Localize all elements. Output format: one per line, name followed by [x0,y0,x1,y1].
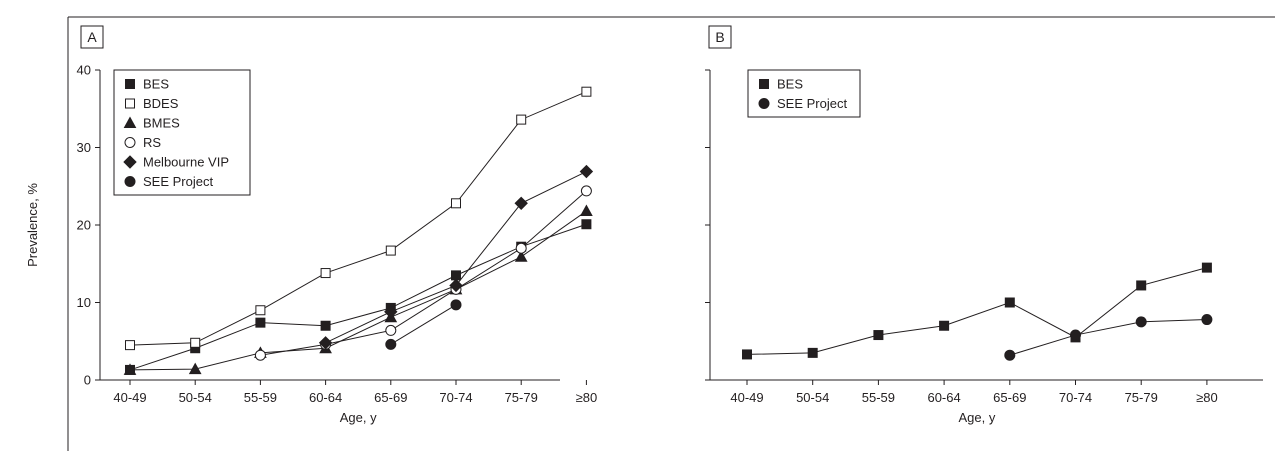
series-line [325,171,587,344]
legend-marker [123,116,137,128]
data-point [1070,329,1081,341]
data-point [385,245,396,256]
series-line [129,91,587,346]
x-axis-label: Age, y [340,410,377,425]
x-tick-label: 60-64 [309,390,342,405]
data-point [581,219,592,230]
panel-label-box [80,25,104,49]
x-tick-label: ≥80 [1196,390,1218,405]
data-point [1135,316,1147,328]
legend-marker [758,98,770,109]
data-point [742,349,752,360]
x-tick-label: 40-49 [730,390,763,405]
data-point [123,363,137,375]
series-line [390,304,457,345]
legend-entry: SEE Project [143,174,213,189]
data-point [939,320,950,331]
y-tick-label: 10 [77,295,91,310]
legend-marker [125,79,135,89]
legend-entry: BES [143,77,169,92]
data-point [449,278,463,293]
legend-entry: BES [777,77,803,92]
y-tick-label: 40 [77,63,91,78]
chart-panel-b: B 40-49 50-54 55-59 60-64 65-69 70-74 75-79 ≥80 A… [705,25,1263,425]
series-line [1009,319,1207,356]
data-point [320,320,331,331]
data-point [1201,314,1213,326]
data-point [385,338,397,350]
data-point [873,330,884,341]
legend-entry: BMES [143,116,180,131]
series-line [746,267,1208,355]
x-tick-label: 65-69 [374,390,407,405]
legend-box [747,69,861,118]
data-point [515,242,527,254]
data-point [514,250,528,262]
data-point [384,305,398,319]
legend-entry: RS [143,135,161,150]
data-point [516,114,527,125]
data-point [385,324,397,336]
series-line [260,190,587,356]
legend-marker [759,79,769,89]
data-point [581,86,592,97]
x-tick-label: 55-59 [862,390,895,405]
data-point [807,347,818,358]
legend-marker [124,176,136,187]
y-tick-label: 30 [77,140,91,155]
x-tick-label: 65-69 [993,390,1026,405]
x-tick-label: 50-54 [796,390,829,405]
x-tick-label: 75-79 [505,390,538,405]
legend-entry: BDES [143,96,179,111]
x-tick-label: ≥80 [576,390,598,405]
data-point [450,299,462,311]
x-tick-label: 70-74 [1059,390,1092,405]
data-point [125,340,135,351]
data-point [1201,262,1212,273]
data-point [255,305,266,316]
data-point [318,336,333,350]
data-point [190,337,201,348]
data-point [320,268,331,279]
x-tick-label: 60-64 [927,390,960,405]
legend-box [113,69,251,196]
y-axis-label: Prevalence, % [25,183,40,267]
legend-entry: Melbourne VIP [143,155,229,170]
data-point [580,204,593,217]
y-tick-label: 0 [84,373,91,388]
series-line [129,210,587,371]
data-point [514,196,528,211]
data-point [580,185,592,197]
panel-label: A [87,29,97,45]
legend-marker [123,155,137,169]
x-axis-label: Age, y [959,410,996,425]
legend-marker [124,137,136,148]
legend-marker [125,98,135,109]
data-point [1004,297,1015,308]
x-tick-label: 50-54 [179,390,212,405]
panel-label-box [708,25,732,49]
x-tick-label: 75-79 [1125,390,1158,405]
y-tick-label: 20 [77,218,91,233]
series-line [129,223,587,371]
x-tick-label: 55-59 [244,390,277,405]
legend-entry: SEE Project [777,96,847,111]
data-point [1136,280,1147,291]
data-point [188,362,202,375]
data-point [255,317,266,328]
x-tick-label: 40-49 [113,390,146,405]
panel-label: B [715,29,724,45]
data-point [451,198,461,209]
data-point [579,164,594,179]
x-tick-label: 70-74 [439,390,472,405]
data-point [1004,349,1016,361]
data-point [451,270,461,281]
data-point [254,349,266,361]
chart-panel-a: A 0 10 20 30 40 Prevalence, % 40-49 50-54 55-59 60… [25,25,598,425]
